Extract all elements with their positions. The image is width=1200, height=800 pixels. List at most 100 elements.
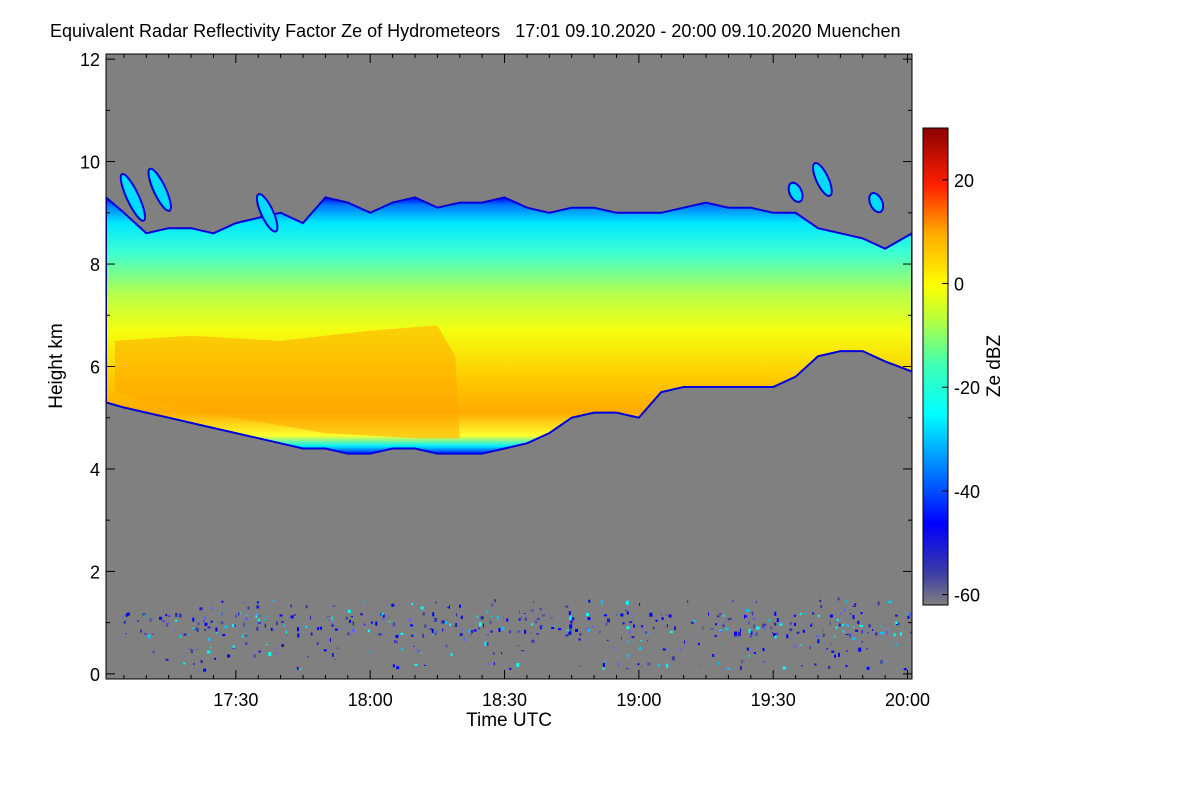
clutter-speckle [814, 663, 817, 666]
clutter-speckle [740, 628, 741, 633]
clutter-speckle [719, 629, 723, 631]
clutter-speckle [621, 637, 622, 640]
x-tick-label: 19:30 [751, 690, 796, 710]
clutter-speckle [220, 621, 224, 625]
colorbar-tick-label: -60 [954, 586, 980, 606]
clutter-speckle [197, 622, 200, 626]
clutter-speckle [657, 664, 661, 667]
clutter-speckle [210, 620, 213, 623]
clutter-speckle [487, 634, 489, 636]
clutter-speckle [793, 623, 796, 626]
clutter-speckle [893, 640, 895, 642]
clutter-speckle [852, 615, 855, 619]
clutter-speckle [329, 638, 331, 642]
clutter-speckle [551, 627, 555, 630]
clutter-speckle [132, 620, 135, 622]
clutter-speckle [482, 623, 484, 628]
clutter-speckle [866, 666, 870, 670]
clutter-speckle [861, 630, 863, 634]
clutter-speckle [244, 617, 248, 621]
clutter-speckle [565, 605, 569, 608]
colorbar-tick-label: -40 [954, 482, 980, 502]
clutter-speckle [283, 624, 286, 627]
clutter-speckle [826, 648, 829, 650]
clutter-speckle [414, 663, 418, 666]
clutter-speckle [165, 614, 168, 617]
clutter-speckle [722, 624, 725, 628]
clutter-speckle [281, 644, 285, 647]
clutter-speckle [420, 652, 422, 654]
clutter-speckle [762, 661, 766, 663]
clutter-speckle [660, 614, 662, 616]
clutter-speckle [367, 651, 370, 653]
clutter-speckle [803, 613, 807, 615]
clutter-speckle [360, 613, 363, 616]
clutter-speckle [627, 654, 630, 658]
clutter-speckle [587, 628, 591, 632]
detached-cell [787, 181, 804, 203]
clutter-speckle [796, 631, 800, 634]
clutter-speckle [317, 627, 320, 630]
clutter-speckle [175, 612, 178, 617]
clutter-speckle [629, 621, 633, 624]
clutter-speckle [411, 634, 414, 637]
clutter-speckle [392, 624, 396, 627]
clutter-speckle [849, 613, 852, 615]
clutter-speckle [293, 614, 296, 616]
clutter-speckle [737, 631, 741, 636]
clutter-speckle [270, 627, 273, 631]
clutter-speckle [431, 628, 434, 633]
clutter-speckle [380, 612, 382, 616]
clutter-speckle [332, 621, 334, 624]
clutter-speckle [149, 618, 152, 622]
clutter-speckle [895, 614, 898, 617]
clutter-speckle [192, 628, 196, 630]
clutter-speckle [159, 616, 162, 620]
clutter-speckle [279, 614, 283, 617]
clutter-speckle [382, 614, 385, 618]
clutter-speckle [719, 613, 722, 615]
clutter-speckle [486, 642, 489, 646]
clutter-speckle [662, 648, 666, 651]
clutter-speckle [872, 629, 874, 631]
clutter-speckle [459, 633, 463, 637]
clutter-speckle [167, 622, 170, 625]
clutter-speckle [422, 633, 424, 638]
clutter-speckle [745, 608, 749, 612]
clutter-speckle [655, 619, 658, 622]
clutter-speckle [352, 621, 354, 626]
clutter-speckle [854, 603, 857, 606]
reflectivity-core [115, 325, 460, 439]
y-tick-label: 2 [90, 562, 100, 582]
clutter-speckle [831, 650, 835, 653]
clutter-speckle [492, 652, 495, 655]
clutter-speckle [125, 613, 128, 617]
clutter-speckle [631, 636, 635, 639]
clutter-speckle [299, 668, 302, 670]
clutter-speckle [391, 603, 395, 607]
clutter-speckle [432, 612, 435, 617]
clutter-speckle [762, 648, 765, 651]
clutter-speckle [197, 648, 198, 650]
clutter-speckle [626, 626, 630, 630]
clutter-speckle [363, 601, 366, 603]
clutter-speckle [799, 644, 802, 646]
clutter-speckle [774, 611, 777, 616]
clutter-speckle [679, 648, 682, 651]
clutter-speckle [328, 619, 330, 621]
clutter-speckle [490, 630, 493, 633]
clutter-speckle [143, 614, 145, 617]
clutter-speckle [388, 621, 391, 623]
clutter-speckle [190, 649, 193, 654]
clutter-speckle [811, 622, 813, 626]
clutter-speckle [224, 607, 226, 611]
clutter-speckle [840, 612, 842, 615]
clutter-speckle [431, 634, 433, 636]
clutter-speckle [625, 600, 629, 605]
clutter-speckle [183, 655, 185, 658]
clutter-speckle [633, 624, 636, 628]
clutter-speckle [257, 621, 261, 624]
clutter-speckle [715, 623, 717, 626]
clutter-speckle [243, 622, 246, 627]
clutter-speckle [523, 613, 526, 614]
